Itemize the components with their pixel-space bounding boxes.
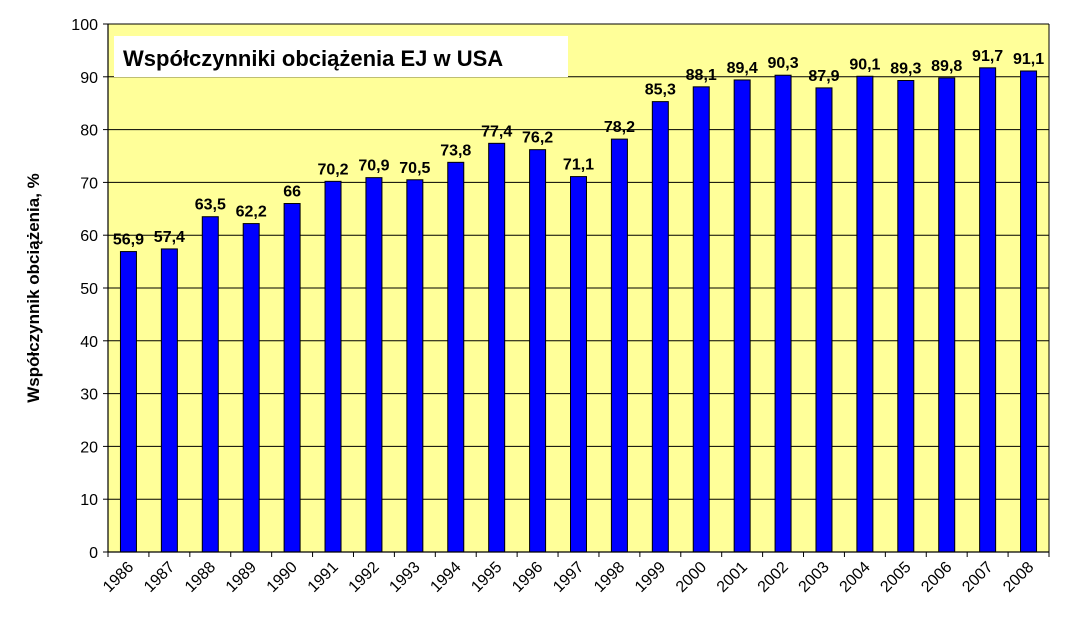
y-tick-label: 70 xyxy=(80,175,98,192)
data-label: 91,1 xyxy=(1013,51,1044,68)
data-label: 89,4 xyxy=(727,60,758,77)
y-tick-label: 40 xyxy=(80,334,98,351)
x-tick-label: 1988 xyxy=(182,559,219,596)
bar xyxy=(774,74,792,553)
data-label: 76,2 xyxy=(522,130,553,147)
data-label: 89,8 xyxy=(931,58,962,75)
x-tick-label: 2000 xyxy=(673,559,710,596)
x-tick-label: 2007 xyxy=(959,559,996,596)
bar xyxy=(733,79,751,553)
data-label: 91,7 xyxy=(972,48,1003,65)
title-box: Współczynniki obciążenia EJ w USA xyxy=(114,36,568,77)
bar xyxy=(488,142,506,553)
x-tick-labels: 1986 1987 1988 1989 1990 1991 1992 1993 1994 1995… xyxy=(100,559,1037,596)
y-tick-label: 80 xyxy=(80,123,98,140)
x-tick-label: 1996 xyxy=(509,559,546,596)
bar xyxy=(897,79,915,553)
bars xyxy=(119,67,1038,553)
data-label: 77,4 xyxy=(481,123,512,140)
x-tick-label: 1991 xyxy=(305,559,342,596)
x-tick-label: 1989 xyxy=(223,559,260,596)
data-label: 89,3 xyxy=(890,60,921,77)
data-labels: 56,9 57,4 63,5 62,2 66 70,2 70,9 70,5 73,8 77,4 76… xyxy=(113,48,1044,249)
data-label: 85,3 xyxy=(645,82,676,99)
bar xyxy=(365,177,383,553)
bar xyxy=(324,180,342,553)
data-label: 88,1 xyxy=(686,67,717,84)
x-tick-label: 2001 xyxy=(714,559,751,596)
bar xyxy=(610,138,628,553)
data-label: 70,9 xyxy=(358,158,389,175)
x-tick-label: 1987 xyxy=(141,559,178,596)
x-tick-label: 1990 xyxy=(264,559,301,596)
bar xyxy=(815,87,833,553)
y-tick-label: 90 xyxy=(80,70,98,87)
x-tick-label: 1993 xyxy=(386,559,423,596)
y-tick-label: 100 xyxy=(71,17,98,34)
bar xyxy=(242,223,260,553)
bar xyxy=(1020,70,1038,553)
x-tick-label: 1997 xyxy=(550,559,587,596)
y-tick-label: 60 xyxy=(80,228,98,245)
bar xyxy=(201,216,219,553)
data-label: 62,2 xyxy=(236,204,267,221)
y-tick-label: 10 xyxy=(80,492,98,509)
y-tick-label: 0 xyxy=(89,545,98,562)
bar xyxy=(651,101,669,553)
bar xyxy=(570,176,587,553)
data-label: 71,1 xyxy=(563,157,594,174)
bar xyxy=(119,251,137,553)
data-label: 66 xyxy=(283,184,301,201)
bar xyxy=(856,75,874,553)
data-label: 90,3 xyxy=(767,55,798,72)
x-tick-label: 2003 xyxy=(796,559,833,596)
bar xyxy=(283,203,301,553)
y-tick-label: 20 xyxy=(80,439,98,456)
x-tick-label: 2006 xyxy=(918,559,955,596)
x-tick-label: 2008 xyxy=(1000,559,1037,596)
bar xyxy=(938,77,956,553)
title-background xyxy=(114,36,568,77)
y-tick-label: 50 xyxy=(80,281,98,298)
x-tick-label: 1995 xyxy=(468,559,505,596)
y-tick-label: 30 xyxy=(80,387,98,404)
x-tick-label: 2004 xyxy=(837,559,874,596)
chart-title: Współczynniki obciążenia EJ w USA xyxy=(123,46,503,71)
data-label: 57,4 xyxy=(154,229,185,246)
bar xyxy=(160,248,178,553)
x-tick-label: 1986 xyxy=(100,559,137,596)
bar xyxy=(406,179,424,553)
axes xyxy=(103,23,1050,557)
data-label: 87,9 xyxy=(808,68,839,85)
bar xyxy=(529,149,547,553)
data-label: 56,9 xyxy=(113,232,144,249)
x-tick-label: 2002 xyxy=(755,559,792,596)
y-tick-labels: 0 10 20 30 40 50 60 70 80 90 100 xyxy=(71,17,98,562)
bar xyxy=(979,67,997,553)
data-label: 70,2 xyxy=(317,161,348,178)
x-tick-label: 2005 xyxy=(877,559,914,596)
data-label: 78,2 xyxy=(604,119,635,136)
y-axis-title: Współczynnik obciążenia, % xyxy=(24,173,43,403)
x-tick-label: 1999 xyxy=(632,559,669,596)
x-tick-label: 1998 xyxy=(591,559,628,596)
data-label: 90,1 xyxy=(849,56,880,73)
data-label: 70,5 xyxy=(399,160,430,177)
x-tick-label: 1992 xyxy=(346,559,383,596)
bar xyxy=(447,161,465,553)
data-label: 63,5 xyxy=(195,197,226,214)
data-label: 73,8 xyxy=(440,142,471,159)
x-tick-label: 1994 xyxy=(427,559,464,596)
bar xyxy=(692,86,710,553)
